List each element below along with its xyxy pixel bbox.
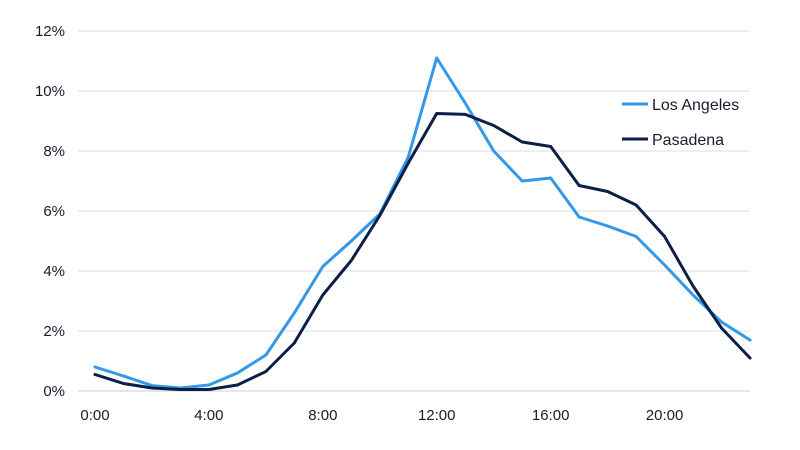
data-point — [207, 383, 211, 387]
x-tick-label: 16:00 — [532, 407, 570, 424]
data-point — [150, 384, 154, 387]
data-point — [321, 293, 325, 297]
x-tick-label: 4:00 — [194, 407, 223, 424]
data-point — [122, 374, 125, 378]
data-point — [378, 214, 382, 217]
data-point — [577, 184, 581, 187]
data-point — [435, 56, 439, 60]
y-tick-label: 0% — [43, 383, 65, 400]
data-point — [663, 235, 666, 238]
data-point — [492, 149, 496, 153]
data-point — [663, 263, 666, 267]
data-point — [292, 341, 296, 345]
x-tick-label: 0:00 — [80, 407, 109, 424]
data-point — [463, 113, 467, 116]
data-point — [748, 338, 752, 342]
data-point — [264, 370, 268, 373]
data-point — [549, 176, 553, 180]
data-point — [93, 365, 97, 369]
data-point — [634, 235, 638, 238]
x-axis: 0:00 4:00 8:00 12:00 16:00 20:00 — [80, 407, 683, 424]
y-tick-label: 12% — [35, 23, 65, 40]
data-point — [634, 203, 638, 207]
data-point — [606, 190, 610, 193]
x-tick-label: 12:00 — [418, 407, 456, 424]
data-point — [349, 259, 353, 262]
data-point — [720, 320, 723, 324]
data-point — [179, 388, 182, 391]
data-point — [492, 124, 496, 127]
data-point — [349, 239, 353, 243]
data-point — [691, 293, 695, 297]
legend-label: Pasadena — [652, 132, 724, 149]
data-point — [321, 265, 325, 268]
data-point — [549, 145, 553, 148]
data-point — [691, 284, 695, 288]
grid-layer — [78, 30, 750, 392]
data-point — [520, 140, 524, 144]
y-tick-label: 6% — [43, 203, 65, 220]
x-tick-label: 20:00 — [646, 407, 684, 424]
data-point — [406, 161, 410, 165]
data-point — [606, 224, 610, 228]
series-line-pasadena — [93, 112, 752, 391]
data-point — [292, 311, 296, 315]
data-point — [93, 373, 97, 376]
data-point — [235, 371, 239, 375]
data-point — [150, 386, 154, 390]
data-point — [748, 356, 752, 360]
y-tick-label: 4% — [43, 263, 65, 280]
y-tick-label: 2% — [43, 323, 65, 340]
data-point — [406, 155, 410, 159]
data-point — [720, 326, 723, 330]
y-axis: 0% 2% 4% 6% 8% 10% 12% — [35, 23, 65, 400]
series-layer — [93, 56, 752, 391]
x-tick-label: 8:00 — [308, 407, 337, 424]
series-line-los-angeles — [93, 56, 752, 390]
legend-label: Los Angeles — [652, 97, 739, 114]
data-point — [463, 101, 467, 105]
y-tick-label: 10% — [35, 83, 65, 100]
data-point — [520, 179, 524, 183]
data-point — [577, 215, 581, 219]
data-point — [264, 353, 268, 357]
data-point — [122, 382, 125, 385]
legend: Los Angeles Pasadena — [622, 97, 739, 149]
data-point — [235, 383, 239, 387]
y-tick-label: 8% — [43, 143, 65, 160]
data-point — [207, 388, 211, 391]
data-point — [435, 112, 439, 115]
